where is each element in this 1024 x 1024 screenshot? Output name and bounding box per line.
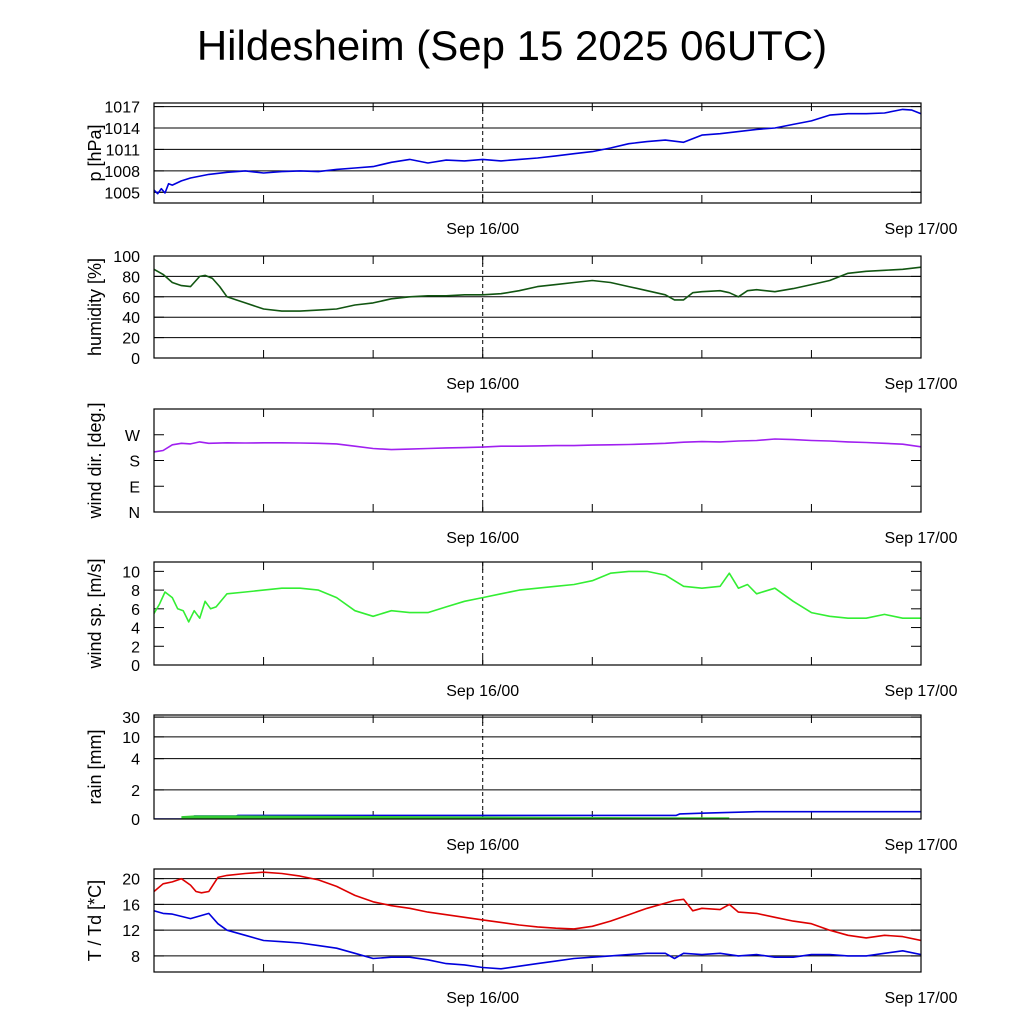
y-tick-label: 2 [131,639,140,656]
chart-title: Hildesheim (Sep 15 2025 06UTC) [196,22,828,69]
x-tick-label: Sep 16/00 [446,990,519,1007]
y-tick-label: E [129,479,140,496]
y-tick-label: 20 [122,872,140,889]
x-tick-label: Sep 16/00 [446,530,519,547]
x-tick-label: Sep 17/00 [885,683,958,700]
y-tick-label: 10 [122,564,140,581]
series-line-0 [154,570,921,623]
x-tick-label: Sep 16/00 [446,683,519,700]
y-axis-label: T / Td [*C] [85,880,105,961]
x-tick-label: Sep 17/00 [885,837,958,854]
y-axis-label: p [hPa] [85,124,105,181]
series-line-0 [154,266,921,312]
y-tick-label: 40 [122,310,140,327]
y-tick-label: 8 [131,583,140,600]
y-tick-label: 60 [122,290,140,307]
y-tick-label: 4 [131,621,140,638]
y-axis-label: rain [mm] [85,729,105,804]
x-tick-label: Sep 16/00 [446,376,519,393]
y-tick-label: 1017 [104,100,140,117]
y-tick-label: 20 [122,331,140,348]
y-tick-label: 4 [131,752,140,769]
plot-frame [153,868,922,973]
panel-1: 0 20 40 60 80 100 Sep 16/00 Sep 17/00 humidity [… [85,249,958,393]
y-tick-label: 8 [131,949,140,966]
y-tick-label: 10 [122,730,140,747]
x-tick-label: Sep 16/00 [446,221,519,238]
series-line-0 [154,871,921,942]
plot-frame [153,561,922,666]
plot-frame [153,408,922,513]
y-axis-label: wind dir. [deg.] [85,402,105,519]
y-tick-label: 0 [131,812,140,829]
y-tick-label: 80 [122,269,140,286]
panel-5: 8 12 16 20 Sep 16/00 Sep 17/00 T / Td [*C] [85,868,958,1007]
y-tick-label: 16 [122,897,140,914]
series-line-0 [154,438,921,453]
panel-3: 0 24 6 8 10 Sep 16/00 Sep 17/00 wind sp. [m/s] [85,558,958,700]
y-tick-label: 2 [131,783,140,800]
y-tick-label: 1005 [104,185,140,202]
y-tick-label: S [129,454,140,471]
y-tick-label: W [125,428,141,445]
plot-frame [153,102,922,204]
x-tick-label: Sep 17/00 [885,530,958,547]
y-axis-label: wind sp. [m/s] [85,558,105,669]
x-tick-label: Sep 17/00 [885,376,958,393]
plot-frame [153,255,922,359]
y-tick-label: 1014 [104,121,140,138]
y-tick-label: 0 [131,658,140,675]
y-tick-label: 6 [131,602,140,619]
y-tick-label: 100 [113,249,140,266]
panel-4: 0 2 4 10 30 Sep 16/00 Sep 17/00 rain [mm] [85,710,958,854]
y-axis-label: humidity [%] [85,258,105,356]
x-tick-label: Sep 16/00 [446,837,519,854]
series-line-0 [154,108,921,195]
x-tick-label: Sep 17/00 [885,221,958,238]
y-tick-label: 0 [131,351,140,368]
x-tick-label: Sep 17/00 [885,990,958,1007]
panel-0: 1005 1008 1011 1014 1017 Sep 16/00 Sep 17/00 p … [85,100,958,238]
series-line-1 [154,910,921,970]
y-tick-label: 1008 [104,164,140,181]
y-tick-label: 1011 [106,142,141,159]
plot-frame [153,714,922,820]
y-tick-label: 30 [122,710,140,727]
y-tick-label: 12 [122,923,140,940]
series-area-1 [181,815,730,819]
y-tick-label: N [128,505,140,522]
